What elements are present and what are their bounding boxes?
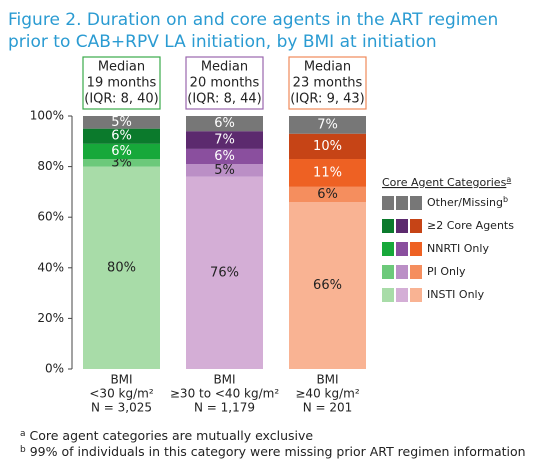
x-tick-label: <30 kg/m² [89, 387, 153, 401]
data-label: 80% [107, 260, 136, 275]
annotation-box [288, 56, 367, 110]
legend-swatch [410, 196, 422, 210]
x-tick-label: BMI [213, 373, 235, 387]
legend-label: INSTI Only [427, 288, 485, 301]
bar-segment [83, 128, 160, 144]
bar-segment [83, 143, 160, 160]
legend-label-text: Other/Missing [427, 196, 503, 209]
bar-segment [83, 166, 160, 369]
footnote: b 99% of individuals in this category wer… [20, 444, 526, 459]
bar-segment [186, 176, 263, 369]
legend-swatch [410, 242, 422, 256]
data-label: 66% [313, 278, 342, 293]
y-tick-label: 100% [30, 109, 64, 123]
footnote-mark: a [20, 429, 26, 439]
x-tick-label: N = 1,179 [194, 401, 255, 415]
legend-label: NNRTI Only [427, 242, 489, 255]
bar-segment [186, 148, 263, 165]
legend-title: Core Agent Categoriesa [382, 175, 511, 190]
data-label: 76% [210, 265, 239, 280]
x-tick-label: N = 3,025 [91, 401, 152, 415]
legend-note: b [503, 195, 508, 204]
legend-label: ≥2 Core Agents [427, 219, 514, 232]
bar-segment [186, 131, 263, 149]
legend-swatch [410, 288, 422, 302]
annotation-box [82, 56, 161, 110]
data-label: 3% [111, 155, 132, 170]
annotation: (IQR: 8, 44) [187, 92, 261, 107]
footnote-text: Core agent categories are mutually exclu… [30, 428, 314, 443]
legend-note: a [506, 175, 511, 184]
bar-segment [186, 164, 263, 177]
legend-swatch [382, 265, 394, 279]
legend-swatch [396, 242, 408, 256]
data-label: 5% [111, 115, 132, 130]
footnote: a Core agent categories are mutually excl… [20, 428, 313, 443]
data-label: 11% [313, 165, 342, 180]
bar-segment [83, 116, 160, 129]
bar-segment [289, 116, 366, 134]
bar-segment [186, 116, 263, 132]
data-label: 7% [214, 133, 235, 148]
annotation: Median [201, 60, 248, 75]
legend-label-text: NNRTI Only [427, 242, 489, 255]
data-label: 6% [214, 116, 235, 131]
data-label: 6% [111, 144, 132, 159]
x-tick-label: ≥30 to <40 kg/m² [170, 387, 279, 401]
annotation: (IQR: 9, 43) [290, 92, 364, 107]
legend-swatch [396, 265, 408, 279]
legend-label-text: INSTI Only [427, 288, 485, 301]
legend-title-text: Core Agent Categories [382, 176, 507, 189]
annotation-box [185, 56, 264, 110]
legend-swatch [396, 196, 408, 210]
footnote-text: 99% of individuals in this category were… [30, 444, 526, 459]
data-label: 10% [313, 139, 342, 154]
bar-segment [289, 186, 366, 203]
legend-swatch [396, 219, 408, 233]
bar-segment [289, 202, 366, 369]
y-tick-label: 60% [37, 210, 64, 224]
legend-swatch [382, 196, 394, 210]
annotation: 19 months [87, 76, 157, 91]
x-tick-label: ≥40 kg/m² [295, 387, 359, 401]
annotation: (IQR: 8, 40) [84, 92, 158, 107]
chart-title: prior to CAB+RPV LA initiation, by BMI a… [8, 32, 437, 52]
chart-title: Figure 2. Duration on and core agents in… [8, 10, 498, 30]
x-tick-label: BMI [110, 373, 132, 387]
bar-segment [289, 133, 366, 160]
data-label: 5% [214, 163, 235, 178]
annotation: Median [304, 60, 351, 75]
y-tick-label: 20% [37, 311, 64, 325]
data-label: 6% [214, 149, 235, 164]
legend-swatch [382, 288, 394, 302]
data-label: 6% [111, 129, 132, 144]
footnote-mark: b [20, 445, 26, 455]
annotation: 23 months [293, 76, 363, 91]
legend-swatch [410, 219, 422, 233]
legend-swatch [396, 288, 408, 302]
y-tick-label: 80% [37, 159, 64, 173]
legend-label: PI Only [427, 265, 466, 278]
annotation: Median [98, 60, 145, 75]
x-tick-label: N = 201 [303, 401, 353, 415]
y-tick-label: 40% [37, 260, 64, 274]
y-tick-label: 0% [45, 362, 64, 376]
data-label: 6% [317, 187, 338, 202]
bar-segment [83, 159, 160, 167]
data-label: 7% [317, 117, 338, 132]
annotation: 20 months [190, 76, 260, 91]
legend-swatch [410, 265, 422, 279]
legend-label-text: PI Only [427, 265, 466, 278]
legend-swatch [382, 242, 394, 256]
bar-segment [289, 159, 366, 187]
legend-label-text: ≥2 Core Agents [427, 219, 514, 232]
x-tick-label: BMI [316, 373, 338, 387]
legend-label: Other/Missingb [427, 195, 508, 210]
legend-swatch [382, 219, 394, 233]
